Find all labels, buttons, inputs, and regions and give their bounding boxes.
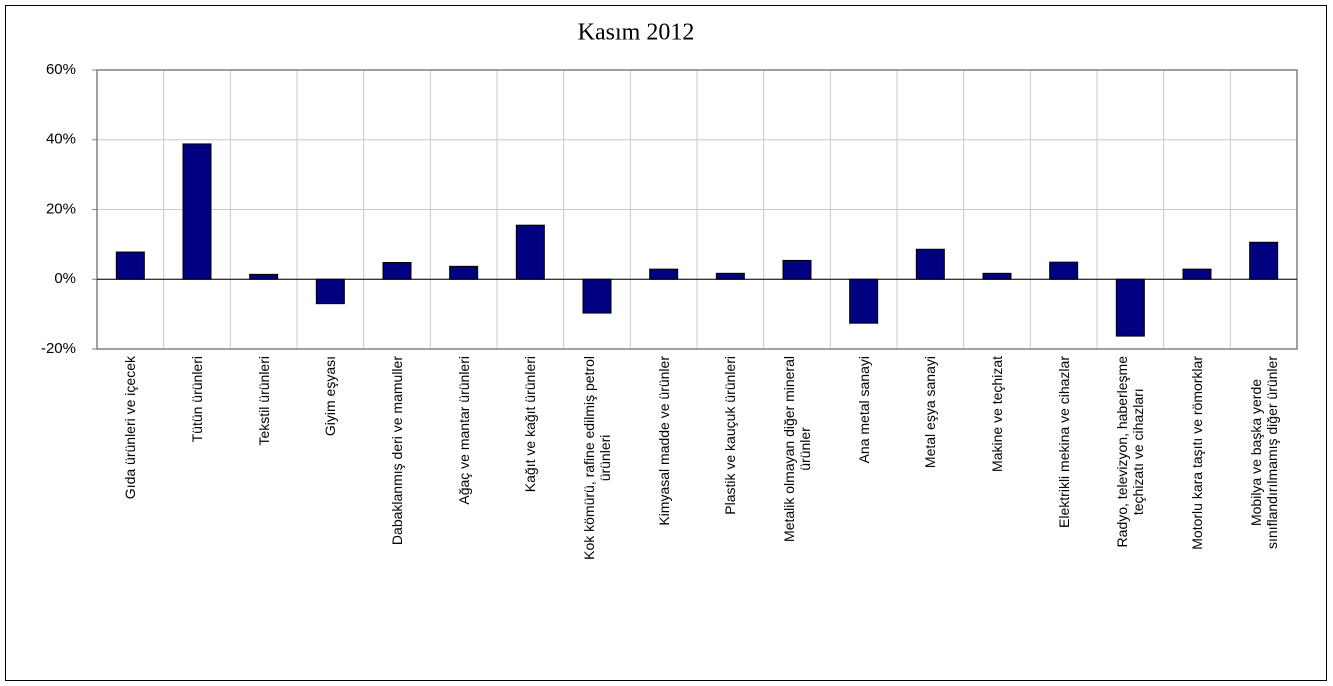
x-tick-label: Dabaklanmış deri ve mamuller xyxy=(389,356,405,546)
bar xyxy=(315,278,345,305)
bar xyxy=(382,262,412,280)
x-tick-label-box: Tütün ürünleri xyxy=(161,356,233,686)
x-tick-label-box: Makine ve teçhizat xyxy=(961,356,1033,686)
bar xyxy=(782,259,812,280)
bar xyxy=(1115,278,1145,337)
x-tick-label-box: Ağaç ve mantar ürünleri xyxy=(428,356,500,686)
x-tick-label-box: Gıda ürünleri ve içecek xyxy=(94,356,166,686)
x-tick-label-box: Metalik olmayan diğer mineral ürünler xyxy=(761,356,833,686)
chart-title: Kasım 2012 xyxy=(578,20,695,46)
x-tick-label: Motorlu kara taşıtı ve römorklar xyxy=(1189,356,1205,550)
bar xyxy=(1182,268,1212,280)
bar xyxy=(249,273,279,280)
x-tick-label-box: Motorlu kara taşıtı ve römorklar xyxy=(1161,356,1233,686)
x-tick-label: Mobilya ve başka yerde sınıflandırılmamı… xyxy=(1247,356,1280,549)
y-tick-label: 40% xyxy=(46,131,76,148)
x-tick-label: Makine ve teçhizat xyxy=(989,356,1005,472)
bar xyxy=(115,251,145,280)
x-tick-label-box: Elektrikli mekina ve cihazlar xyxy=(1028,356,1100,686)
x-tick-label-box: Kimyasal madde ve ürünler xyxy=(628,356,700,686)
x-tick-label: Tütün ürünleri xyxy=(189,356,205,443)
x-tick-label: Elektrikli mekina ve cihazlar xyxy=(1055,356,1072,528)
bar xyxy=(182,143,212,280)
y-tick-label: 20% xyxy=(46,200,76,217)
x-tick-label: Kağıt ve kağıt ürünleri xyxy=(522,356,539,493)
x-tick-label: Tekstil ürünleri xyxy=(255,356,272,446)
x-tick-label-box: Radyo, televizyon, haberleşme teçhizatı … xyxy=(1094,356,1166,686)
bar xyxy=(582,278,612,314)
bar xyxy=(915,248,945,280)
bar xyxy=(449,265,479,280)
x-tick-label-box: Tekstil ürünleri xyxy=(228,356,300,686)
x-tick-label-box: Kağıt ve kağıt ürünleri xyxy=(494,356,566,686)
x-tick-label-box: Metal eşya sanayi xyxy=(894,356,966,686)
bar xyxy=(1049,261,1079,280)
x-tick-label: Kok kömürü, rafine edilmiş petrol ürünle… xyxy=(581,356,613,560)
plot-border xyxy=(96,69,1298,350)
x-tick-label: Radyo, televizyon, haberleşme teçhizatı … xyxy=(1114,356,1147,548)
bar xyxy=(515,224,545,280)
x-tick-label-box: Dabaklanmış deri ve mamuller xyxy=(361,356,433,686)
y-tick-label: 0% xyxy=(54,270,76,287)
x-tick-label: Ana metal sanayi xyxy=(855,356,872,464)
bar xyxy=(715,272,745,280)
bar xyxy=(849,278,879,324)
x-tick-label: Gıda ürünleri ve içecek xyxy=(122,356,139,500)
bar xyxy=(982,272,1012,280)
x-tick-label: Ağaç ve mantar ürünleri xyxy=(455,356,472,505)
x-tick-label: Giyim eşyası xyxy=(322,356,339,437)
x-tick-label: Plastik ve kauçuk ürünleri xyxy=(722,356,739,515)
x-tick-label-box: Kok kömürü, rafine edilmiş petrol ürünle… xyxy=(561,356,633,686)
x-tick-label: Metal eşya sanayi xyxy=(922,356,939,469)
x-tick-label: Kimyasal madde ve ürünler xyxy=(655,356,672,526)
x-tick-label-box: Ana metal sanayi xyxy=(828,356,900,686)
bar xyxy=(1249,241,1279,280)
x-tick-label-box: Giyim eşyası xyxy=(294,356,366,686)
y-tick-label: -20% xyxy=(41,340,76,357)
y-tick-label: 60% xyxy=(46,61,76,78)
bar xyxy=(649,268,679,280)
x-tick-label-box: Mobilya ve başka yerde sınıflandırılmamı… xyxy=(1228,356,1300,686)
x-tick-label-box: Plastik ve kauçuk ürünleri xyxy=(694,356,766,686)
x-tick-label: Metalik olmayan diğer mineral ürünler xyxy=(781,356,813,542)
